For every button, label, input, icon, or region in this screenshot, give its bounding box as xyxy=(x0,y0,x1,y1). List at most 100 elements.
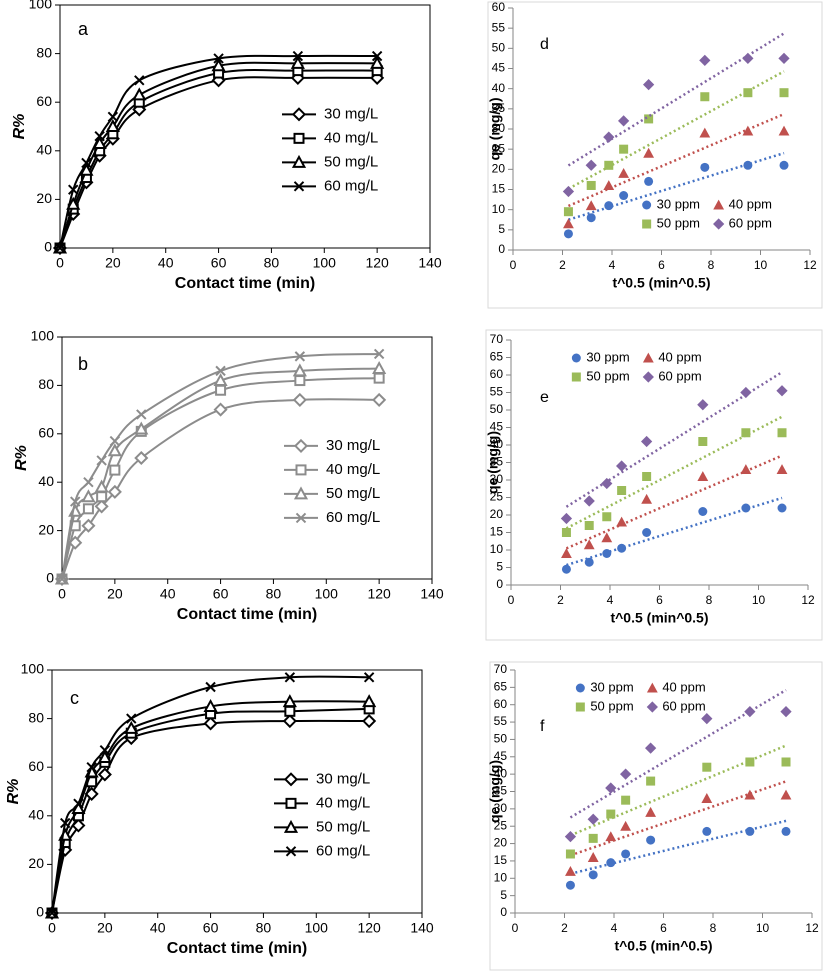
marker xyxy=(620,820,632,831)
x-tick-label: 4 xyxy=(607,593,614,607)
marker xyxy=(713,199,725,210)
y-tick-label: 50 xyxy=(492,41,506,55)
marker xyxy=(743,88,753,98)
y-tick-label: 5 xyxy=(496,560,503,574)
marker xyxy=(583,539,595,550)
marker xyxy=(295,464,307,476)
legend-label: 40 ppm xyxy=(662,679,705,694)
marker xyxy=(213,373,228,387)
x-tick-label: 10 xyxy=(754,258,768,272)
marker xyxy=(293,181,305,192)
legend-label: 50 ppm xyxy=(586,368,629,383)
marker xyxy=(617,543,627,553)
marker xyxy=(699,54,711,67)
marker xyxy=(603,180,615,190)
marker xyxy=(701,793,713,803)
panel-label: d xyxy=(540,36,549,53)
marker xyxy=(602,512,612,522)
marker xyxy=(56,573,68,585)
x-tick-label: 40 xyxy=(158,255,174,271)
y-tick-label: 65 xyxy=(490,350,504,364)
marker xyxy=(560,512,573,525)
x-tick-label: 80 xyxy=(264,255,280,271)
y-tick-label: 60 xyxy=(36,93,52,109)
marker xyxy=(642,219,652,229)
x-tick-label: 0 xyxy=(512,921,519,935)
plot-frame xyxy=(61,336,433,580)
y-tick-label: 80 xyxy=(38,376,54,392)
marker xyxy=(283,819,299,833)
marker xyxy=(618,167,630,178)
marker xyxy=(646,835,656,845)
y-tick-label: 40 xyxy=(28,807,44,823)
x-tick-label: 140 xyxy=(410,920,434,936)
y-tick-label: 35 xyxy=(490,455,504,469)
marker xyxy=(211,58,226,72)
x-axis-label: t^0.5 (min^0.5) xyxy=(614,938,712,954)
x-tick-label: 0 xyxy=(508,593,515,607)
marker xyxy=(561,528,571,537)
x-tick-label: 2 xyxy=(559,258,566,272)
x-tick-label: 60 xyxy=(203,920,219,936)
marker xyxy=(294,351,306,362)
marker xyxy=(779,88,789,98)
y-tick-label: 0 xyxy=(498,242,505,256)
marker xyxy=(362,694,377,708)
marker xyxy=(588,870,598,880)
marker xyxy=(587,852,599,862)
y-axis-label: qe (mg/g) xyxy=(487,98,503,161)
marker xyxy=(97,749,112,763)
trendline xyxy=(565,415,783,530)
x-tick-label: 8 xyxy=(710,921,717,935)
x-tick-label: 40 xyxy=(160,586,176,602)
trendline xyxy=(570,819,787,875)
marker xyxy=(604,160,614,170)
y-tick-label: 25 xyxy=(494,818,508,832)
y-tick-label: 50 xyxy=(494,732,508,746)
y-tick-label: 60 xyxy=(38,425,54,441)
y-axis-label: R% xyxy=(5,779,22,805)
marker xyxy=(702,762,712,772)
chart: 0 5 10 15 20 25 30 35 40 45 50 55 60 0 2 4 6 8 10 12 t^0.5 (… xyxy=(487,0,823,309)
marker xyxy=(781,757,791,767)
panel-label: b xyxy=(78,354,88,374)
y-tick-label: 0 xyxy=(36,904,44,920)
plot-frame xyxy=(51,669,423,914)
y-tick-label: 40 xyxy=(490,437,504,451)
marker xyxy=(134,75,145,86)
trendline xyxy=(570,780,787,857)
marker xyxy=(372,392,387,407)
marker xyxy=(642,472,652,481)
marker xyxy=(776,385,788,397)
legend-label: 60 ppm xyxy=(658,368,701,383)
marker xyxy=(744,706,756,718)
marker xyxy=(134,421,149,435)
marker xyxy=(290,55,305,69)
x-axis-label: t^0.5 (min^0.5) xyxy=(612,275,710,291)
marker xyxy=(584,557,594,567)
marker xyxy=(283,772,299,787)
marker xyxy=(94,479,109,493)
x-tick-label: 20 xyxy=(97,920,113,936)
marker xyxy=(643,79,655,91)
legend-label: 30 mg/L xyxy=(326,437,380,454)
marker xyxy=(777,428,787,438)
chart-frame xyxy=(487,1,823,309)
y-tick-label: 80 xyxy=(28,709,44,725)
series-line xyxy=(51,719,370,914)
marker xyxy=(284,705,296,717)
marker xyxy=(96,455,107,466)
marker xyxy=(68,184,79,195)
y-tick-label: 20 xyxy=(28,855,44,871)
marker xyxy=(215,384,227,396)
marker xyxy=(618,115,630,127)
x-tick-label: 8 xyxy=(706,593,713,607)
y-tick-label: 60 xyxy=(490,367,504,381)
y-tick-label: 100 xyxy=(21,661,45,677)
legend-label: 50 mg/L xyxy=(326,485,380,502)
marker xyxy=(645,806,657,817)
y-tick-label: 65 xyxy=(494,680,508,694)
marker xyxy=(285,846,297,857)
marker xyxy=(620,768,632,780)
marker xyxy=(564,831,577,843)
